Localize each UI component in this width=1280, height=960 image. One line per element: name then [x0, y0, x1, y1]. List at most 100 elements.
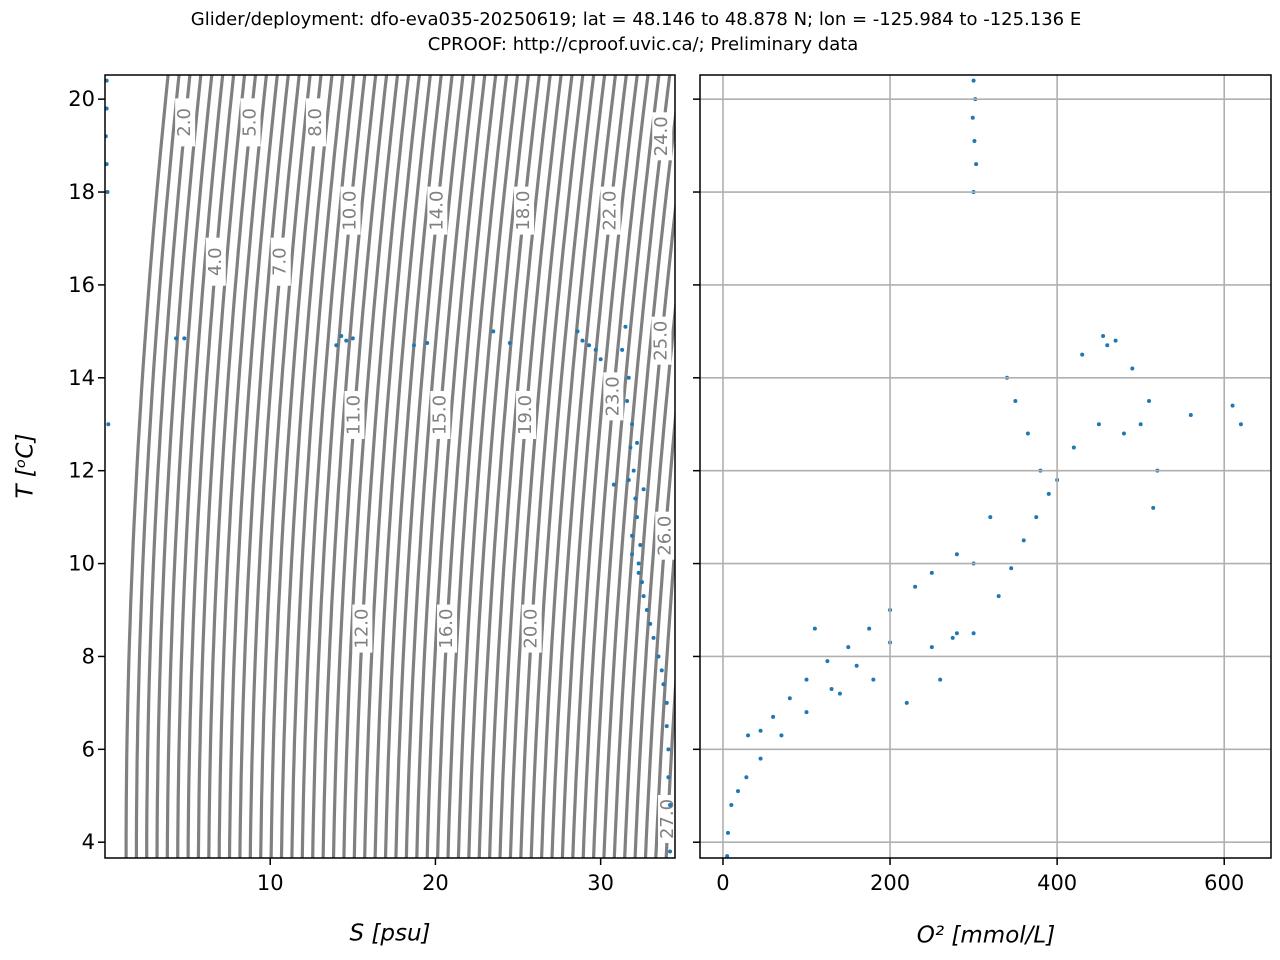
data-point [339, 334, 344, 338]
contour-label-bg [437, 604, 458, 653]
data-point [491, 329, 496, 334]
data-point [656, 654, 661, 659]
x-tick-label: 20 [422, 871, 449, 895]
data-point [620, 347, 625, 352]
density-contour [612, 106, 675, 858]
y-tick-label: 10 [68, 552, 95, 576]
data-point [666, 775, 671, 780]
data-point [837, 691, 842, 696]
data-point [804, 677, 809, 682]
y-tick-label: 6 [82, 737, 95, 761]
density-contour [227, 75, 279, 858]
data-point [1034, 515, 1039, 520]
data-point [929, 570, 934, 575]
density-contour [602, 75, 672, 858]
contour-label: 2.0 [174, 108, 195, 137]
density-contour [134, 75, 181, 858]
density-contour [592, 75, 661, 858]
data-point [758, 756, 763, 761]
density-contour [571, 75, 639, 858]
data-point [628, 445, 633, 450]
density-contour [633, 297, 675, 858]
x-axis-label: S [psu] [349, 921, 430, 947]
density-contour [238, 75, 290, 858]
contour-label: 20.0 [521, 609, 542, 649]
contour-label-bg [600, 186, 621, 235]
data-point [1025, 431, 1030, 436]
contour-label: 4.0 [205, 247, 226, 276]
chart-title: Glider/deployment: dfo-eva035-20250619; … [191, 9, 1081, 30]
density-contour [654, 526, 675, 858]
data-point [344, 338, 349, 343]
y-tick-label: 12 [68, 459, 95, 483]
contour-label: 18.0 [513, 191, 534, 231]
data-point [1230, 403, 1235, 408]
contour-label-bg [521, 604, 542, 653]
density-contour [155, 75, 203, 858]
x-tick-label: 30 [587, 871, 614, 895]
data-point [648, 621, 653, 626]
data-point [950, 635, 955, 640]
density-contour [529, 75, 596, 858]
data-point [854, 663, 859, 668]
density-contour [581, 75, 650, 858]
data-point [779, 733, 784, 738]
data-point [636, 570, 641, 575]
data-point [641, 594, 646, 599]
data-point [1188, 412, 1193, 417]
contour-label: 12.0 [351, 609, 372, 649]
density-contour [467, 75, 530, 858]
contour-label: 25.0 [650, 321, 671, 361]
density-contour [321, 75, 378, 858]
contour-label-bg [603, 372, 624, 421]
axes-frame [699, 74, 1272, 859]
data-point [825, 659, 830, 664]
y-tick-label: 4 [82, 830, 95, 854]
data-point [334, 343, 339, 348]
density-contour [186, 75, 236, 858]
data-point [425, 340, 430, 345]
data-point [630, 552, 635, 557]
contour-label-bg [352, 604, 373, 653]
contour-label-bg [516, 390, 537, 439]
data-point [746, 733, 751, 738]
data-point [639, 580, 644, 585]
contour-label: 11.0 [343, 395, 364, 435]
data-point [593, 347, 598, 352]
data-point [954, 552, 959, 557]
data-point [771, 714, 776, 719]
data-point [938, 677, 943, 682]
density-contour [415, 75, 476, 858]
data-point [625, 399, 630, 404]
x-tick-label: 400 [1037, 871, 1077, 895]
density-contour [207, 75, 258, 858]
data-point [1096, 422, 1101, 427]
data-point [105, 106, 109, 111]
density-contour [373, 75, 432, 858]
data-point [996, 594, 1001, 599]
data-point [812, 626, 817, 631]
density-contour [331, 75, 389, 858]
contour-label: 14.0 [426, 191, 447, 231]
density-contour [664, 669, 675, 858]
density-contour [279, 75, 334, 858]
density-contour [456, 75, 520, 858]
density-contour [383, 75, 443, 858]
data-point [630, 422, 635, 427]
data-point [804, 710, 809, 715]
data-point [611, 482, 616, 487]
data-point [913, 584, 918, 589]
data-point [626, 375, 631, 380]
contour-label-bg [205, 237, 226, 286]
contour-label-bg [430, 390, 451, 439]
contour-label: 27.0 [657, 799, 678, 839]
data-point [575, 329, 580, 334]
density-contour [540, 75, 607, 858]
data-point [182, 336, 187, 341]
contour-label-bg [340, 186, 361, 235]
y-tick-label: 16 [68, 273, 95, 297]
data-point [1013, 399, 1018, 404]
data-point [971, 78, 976, 83]
data-point [659, 668, 664, 673]
